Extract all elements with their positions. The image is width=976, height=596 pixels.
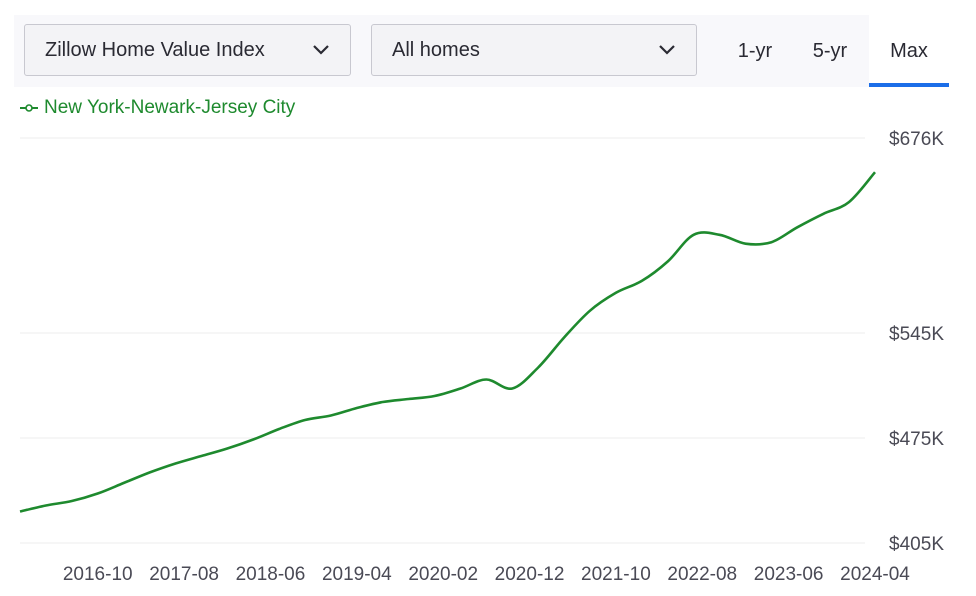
data-point[interactable] (768, 239, 774, 245)
home-type-select-label: All homes (392, 38, 480, 61)
data-point[interactable] (691, 232, 697, 238)
x-tick-label: 2017-08 (149, 564, 219, 585)
x-tick-label: 2016-10 (63, 564, 133, 585)
x-tick-label: 2022-08 (667, 564, 737, 585)
legend-line-marker-icon (20, 104, 38, 112)
data-point[interactable] (561, 335, 567, 341)
tab-max[interactable]: Max (869, 15, 949, 87)
x-tick-label: 2019-04 (322, 564, 392, 585)
metric-select[interactable]: Zillow Home Value Index (24, 24, 351, 76)
x-tick-label: 2020-12 (495, 564, 565, 585)
data-point[interactable] (613, 290, 619, 296)
data-point[interactable] (587, 308, 593, 314)
y-tick-label: $545K (889, 324, 944, 345)
data-point[interactable] (432, 393, 438, 399)
x-tick-label: 2018-06 (236, 564, 306, 585)
tab-5-yr[interactable]: 5-yr (812, 39, 848, 62)
data-point[interactable] (820, 211, 826, 217)
data-point[interactable] (458, 386, 464, 392)
data-point[interactable] (846, 199, 852, 205)
data-point[interactable] (509, 386, 515, 392)
y-tick-label: $405K (889, 534, 944, 555)
chevron-down-icon (313, 45, 329, 55)
data-point[interactable] (665, 259, 671, 265)
time-range-tabs: 1-yr 5-yr Max (719, 15, 949, 87)
chevron-down-icon (659, 45, 675, 55)
data-point[interactable] (147, 470, 153, 476)
data-point[interactable] (483, 377, 489, 383)
data-point[interactable] (173, 461, 179, 467)
x-tick-label: 2021-10 (581, 564, 651, 585)
data-point[interactable] (717, 232, 723, 238)
legend-series-name: New York-Newark-Jersey City (44, 97, 296, 118)
x-tick-label: 2020-02 (408, 564, 478, 585)
data-point[interactable] (535, 365, 541, 371)
data-point[interactable] (380, 399, 386, 405)
data-point[interactable] (121, 480, 127, 486)
data-point[interactable] (354, 405, 360, 411)
x-tick-label: 2024-04 (840, 564, 910, 585)
y-tick-label: $475K (889, 429, 944, 450)
metric-select-label: Zillow Home Value Index (45, 38, 265, 61)
home-type-select[interactable]: All homes (371, 24, 697, 76)
data-point[interactable] (302, 417, 308, 423)
data-point[interactable] (250, 437, 256, 443)
tab-1-yr[interactable]: 1-yr (737, 39, 773, 62)
series-line[interactable] (19, 171, 876, 513)
data-point[interactable] (406, 396, 412, 402)
data-point[interactable] (794, 224, 800, 230)
data-point[interactable] (69, 498, 75, 504)
data-point[interactable] (872, 169, 878, 175)
chart-legend[interactable]: New York-Newark-Jersey City (20, 95, 295, 121)
y-tick-label: $676K (889, 129, 944, 150)
data-point[interactable] (328, 413, 334, 419)
data-point[interactable] (17, 509, 23, 515)
data-point[interactable] (276, 426, 282, 432)
data-point[interactable] (43, 503, 49, 509)
data-point[interactable] (639, 278, 645, 284)
x-tick-label: 2023-06 (754, 564, 824, 585)
data-point[interactable] (198, 453, 204, 459)
data-point[interactable] (743, 241, 749, 247)
data-point[interactable] (224, 446, 230, 452)
data-point[interactable] (95, 491, 101, 497)
chart-toolbar: Zillow Home Value Index All homes 1-yr 5… (14, 15, 949, 87)
